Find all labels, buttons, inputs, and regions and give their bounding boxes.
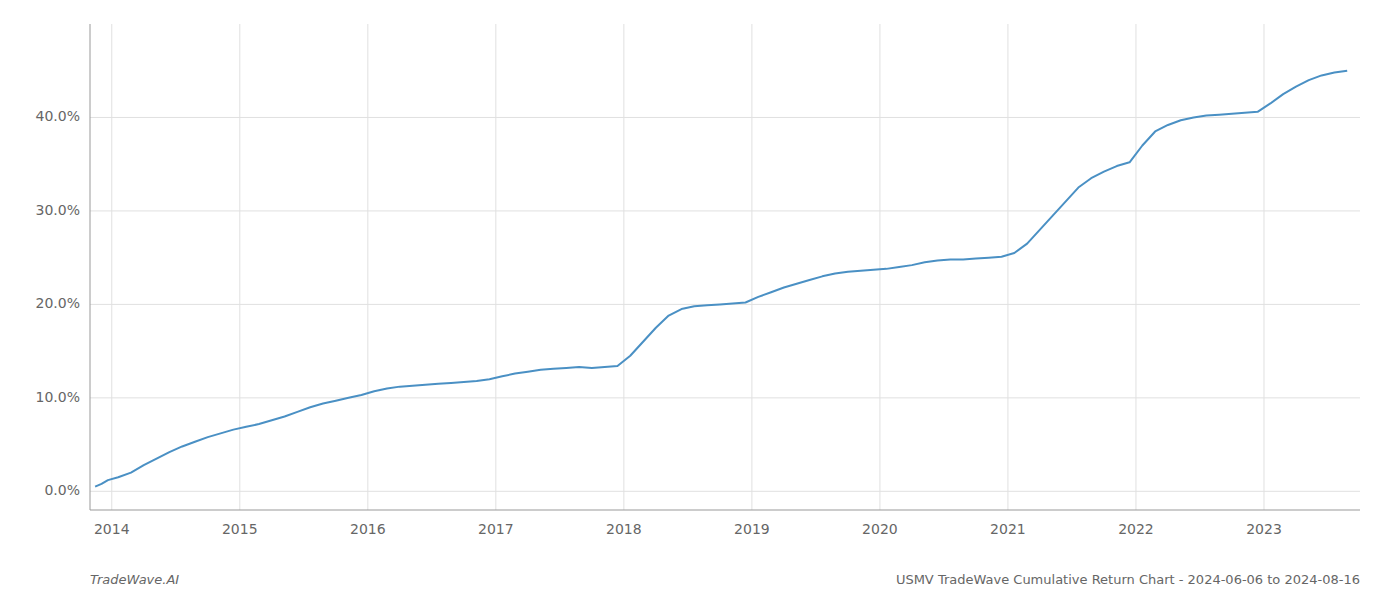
x-axis-line [90,510,1360,511]
y-tick-label: 20.0% [36,295,80,311]
x-grid-line [1263,24,1264,510]
plot-area [95,71,1347,487]
x-grid-line [1135,24,1136,510]
x-grid-line [495,24,496,510]
x-grid-line [367,24,368,510]
y-grid-line [90,210,1360,211]
y-tick-label: 40.0% [36,108,80,124]
y-axis-line [90,24,91,510]
watermark: TradeWave.AI [90,572,179,587]
x-grid-line [879,24,880,510]
x-grid-line [111,24,112,510]
x-grid-line [1007,24,1008,510]
x-tick-label: 2020 [862,521,898,537]
x-grid-line [623,24,624,510]
data-line [95,71,1347,487]
x-tick-label: 2023 [1246,521,1282,537]
x-tick-label: 2015 [222,521,258,537]
y-grid-line [90,117,1360,118]
x-tick-label: 2021 [990,521,1026,537]
x-tick-label: 2016 [350,521,386,537]
x-tick-label: 2017 [478,521,514,537]
y-grid-line [90,397,1360,398]
x-tick-label: 2022 [1118,521,1154,537]
chart-container: 2014 2015 2016 2017 2018 2019 2020 2021 2022 2023… [0,0,1400,600]
x-tick-label: 2019 [734,521,770,537]
x-tick-label: 2014 [94,521,130,537]
axes: 2014 2015 2016 2017 2018 2019 2020 2021 2022 2023… [36,24,1360,537]
x-grid-line [239,24,240,510]
x-grid-line [751,24,752,510]
chart-svg: 2014 2015 2016 2017 2018 2019 2020 2021 2022 2023… [0,0,1400,600]
y-tick-label: 10.0% [36,389,80,405]
grid [90,24,1360,510]
y-tick-label: 0.0% [44,482,80,498]
y-tick-label: 30.0% [36,202,80,218]
x-tick-label: 2018 [606,521,642,537]
y-grid-line [90,491,1360,492]
chart-title: USMV TradeWave Cumulative Return Chart -… [896,572,1360,587]
